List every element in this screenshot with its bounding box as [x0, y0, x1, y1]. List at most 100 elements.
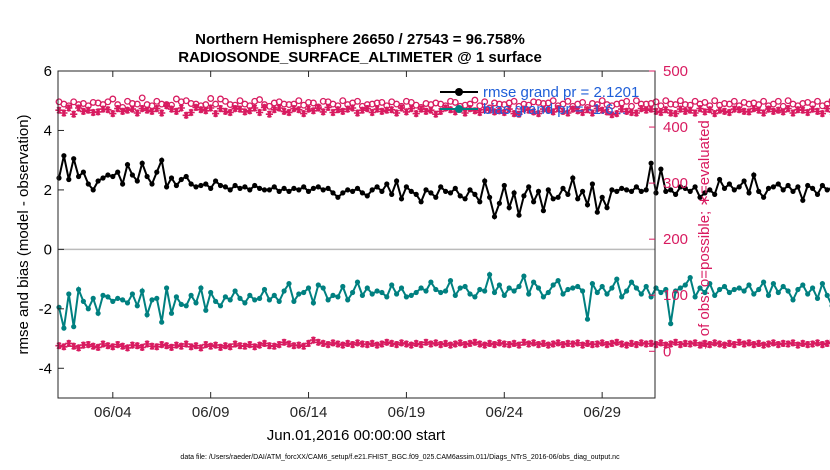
obs-evaluated-point [363, 105, 371, 113]
obs-count-point [265, 342, 273, 350]
obs-evaluated-point [344, 105, 352, 113]
rmse-point [482, 178, 488, 184]
obs-evaluated-point [99, 105, 107, 113]
y-right-tick-label: 300 [663, 175, 688, 192]
bias-point [159, 319, 165, 325]
rmse-point [403, 184, 409, 190]
rmse-point [315, 184, 321, 190]
obs-evaluated-point [226, 108, 234, 117]
bias-point [785, 288, 791, 294]
x-tick-label: 06/14 [290, 404, 328, 421]
obs-possible-point [564, 97, 572, 105]
legend: rmse grand pr = 2.1201 bias grand pr = -… [440, 84, 639, 118]
rmse-point [320, 187, 326, 193]
obs-possible-point [354, 97, 361, 105]
obs-count-point [574, 339, 582, 347]
rmse-point [301, 184, 307, 190]
rmse-point [516, 212, 522, 218]
rmse-point [707, 187, 713, 193]
rmse-point [193, 184, 199, 190]
rmse-point [124, 162, 131, 168]
bias-point [756, 286, 762, 293]
obs-count-point [70, 342, 78, 350]
obs-evaluated-point [554, 105, 562, 113]
obs-count-point [339, 341, 347, 349]
bias-point [100, 292, 106, 298]
bias-point [443, 288, 449, 294]
obs-possible-point [285, 101, 293, 109]
rmse-point [330, 190, 336, 196]
bias-point [276, 298, 282, 304]
obs-count-point [275, 341, 283, 349]
bias-point [531, 279, 537, 285]
bias-point [736, 285, 742, 291]
obs-evaluated-point [750, 105, 758, 113]
obs-evaluated-point [539, 105, 547, 113]
rmse-point [120, 181, 126, 187]
rmse-point [428, 190, 434, 196]
bias-point [682, 282, 688, 288]
bias-point [565, 286, 571, 293]
bias-point [389, 282, 395, 288]
bias-point [751, 291, 757, 297]
rmse-point [227, 187, 233, 193]
obs-evaluated-point [358, 106, 366, 114]
rmse-point [462, 196, 468, 202]
rmse-point [178, 176, 184, 183]
rmse-point [257, 185, 263, 191]
obs-evaluated-point [495, 107, 503, 115]
obs-count-point [799, 339, 807, 347]
rmse-point [281, 185, 287, 191]
obs-count-point [515, 341, 523, 349]
rmse-point [159, 157, 165, 163]
obs-count-point [598, 339, 606, 347]
x-tick-label: 06/24 [486, 404, 524, 421]
obs-count-point [442, 339, 450, 347]
obs-evaluated-point [177, 104, 185, 112]
obs-evaluated-point [163, 102, 171, 110]
obs-evaluated-point [579, 108, 587, 117]
bias-point [477, 286, 483, 293]
obs-count-point [251, 343, 259, 351]
bias-point [575, 283, 581, 290]
bias-point [71, 324, 77, 330]
bias-point [550, 282, 556, 288]
obs-count-point [349, 341, 357, 349]
obs-evaluated-point [652, 107, 660, 115]
obs-evaluated-point [618, 105, 626, 113]
obs-count-point [89, 342, 97, 350]
bias-point [354, 279, 361, 285]
rmse-point [814, 191, 821, 197]
obs-evaluated-point [246, 107, 254, 115]
obs-evaluated-point [764, 105, 773, 113]
obs-count-point [99, 340, 107, 348]
obs-possible-point [721, 100, 728, 107]
bias-point [677, 285, 684, 291]
rmse-point [673, 191, 679, 197]
rmse-point [379, 188, 385, 194]
obs-evaluated-point [158, 109, 166, 117]
bias-point [222, 294, 228, 300]
x-tick-label: 06/29 [583, 404, 621, 421]
rmse-point [359, 190, 365, 196]
rmse-point [682, 185, 688, 191]
bias-point [584, 316, 591, 322]
obs-evaluated-point [637, 105, 645, 113]
bias-point [521, 273, 527, 279]
bias-point [149, 297, 155, 303]
bias-point [369, 291, 375, 297]
rmse-point [100, 175, 106, 181]
y-left-tick-label: -4 [39, 360, 52, 377]
obs-count-point [623, 341, 631, 349]
bias-point [692, 294, 698, 300]
bias-point [227, 297, 233, 303]
obs-evaluated-point [368, 108, 376, 117]
rmse-point [506, 205, 512, 211]
bias-point [824, 292, 830, 298]
obs-evaluated-point [711, 110, 719, 118]
obs-possible-point [579, 98, 587, 106]
obs-evaluated-point [309, 107, 317, 115]
obs-count-point [324, 341, 332, 349]
obs-evaluated-point [672, 110, 680, 118]
obs-evaluated-point [716, 106, 724, 114]
